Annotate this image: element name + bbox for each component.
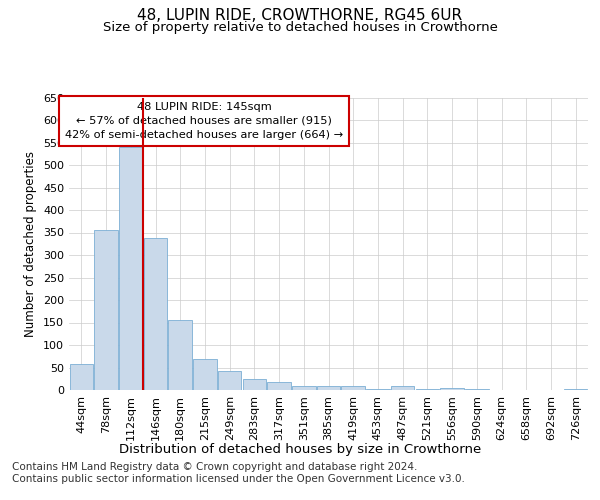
Bar	[416, 389, 439, 390]
Text: 48 LUPIN RIDE: 145sqm
← 57% of detached houses are smaller (915)
42% of semi-det: 48 LUPIN RIDE: 145sqm ← 57% of detached …	[65, 102, 343, 140]
Bar	[242, 379, 266, 390]
Bar	[341, 386, 365, 390]
Bar	[70, 364, 93, 390]
Bar	[317, 386, 340, 390]
Bar	[193, 360, 217, 390]
Text: Contains HM Land Registry data © Crown copyright and database right 2024.
Contai: Contains HM Land Registry data © Crown c…	[12, 462, 465, 484]
Bar	[169, 320, 192, 390]
Bar	[94, 230, 118, 390]
Text: Distribution of detached houses by size in Crowthorne: Distribution of detached houses by size …	[119, 442, 481, 456]
Bar	[465, 389, 488, 390]
Bar	[268, 382, 291, 390]
Bar	[391, 386, 415, 390]
Bar	[440, 388, 464, 390]
Text: Size of property relative to detached houses in Crowthorne: Size of property relative to detached ho…	[103, 21, 497, 34]
Bar	[119, 147, 143, 390]
Bar	[292, 386, 316, 390]
Text: 48, LUPIN RIDE, CROWTHORNE, RG45 6UR: 48, LUPIN RIDE, CROWTHORNE, RG45 6UR	[137, 8, 463, 22]
Bar	[366, 389, 389, 390]
Bar	[144, 238, 167, 390]
Bar	[564, 388, 587, 390]
Y-axis label: Number of detached properties: Number of detached properties	[25, 151, 37, 337]
Bar	[218, 371, 241, 390]
